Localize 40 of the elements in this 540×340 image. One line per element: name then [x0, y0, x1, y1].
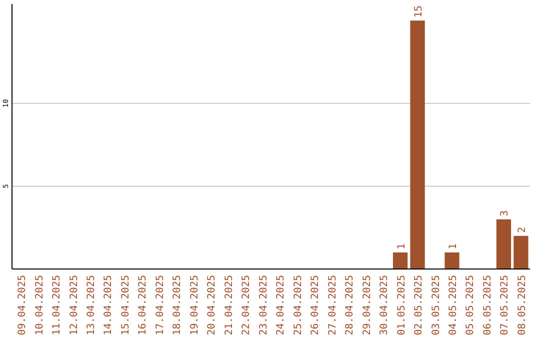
- x-tick-label: 07.05.2025: [500, 275, 511, 336]
- x-tick-label: 29.04.2025: [362, 275, 373, 336]
- x-tick-label: 11.04.2025: [52, 275, 63, 336]
- x-tick-label: 14.04.2025: [103, 275, 114, 336]
- data-label: 1: [396, 243, 408, 250]
- bar: [392, 252, 408, 269]
- data-label: 2: [516, 226, 528, 233]
- x-tick-label: 08.05.2025: [516, 275, 528, 336]
- x-tick-label: 26.04.2025: [310, 275, 322, 336]
- x-tick-label: 13.04.2025: [86, 275, 97, 336]
- data-label: 15: [414, 6, 425, 18]
- x-tick-label: 21.04.2025: [224, 275, 235, 336]
- x-tick-label: 23.04.2025: [258, 275, 270, 336]
- x-tick-label: 15.04.2025: [120, 275, 132, 336]
- x-tick-label: 03.05.2025: [430, 275, 442, 336]
- x-tick-label: 05.05.2025: [465, 275, 476, 336]
- x-tick-label: 18.04.2025: [172, 275, 184, 336]
- x-tick-label: 24.04.2025: [276, 275, 287, 336]
- data-label: 3: [500, 210, 511, 216]
- bar: [514, 236, 528, 269]
- x-tick-label: 19.04.2025: [189, 275, 200, 336]
- x-tick-label: 09.04.2025: [17, 275, 28, 336]
- x-tick-label: 06.05.2025: [482, 275, 494, 336]
- bar: [444, 252, 460, 269]
- data-label: 1: [448, 243, 459, 250]
- x-tick-label: 22.04.2025: [241, 275, 252, 336]
- x-tick-label: 02.05.2025: [414, 275, 425, 336]
- x-tick-label: 25.04.2025: [292, 275, 304, 336]
- x-tick-label: 12.04.2025: [68, 275, 80, 336]
- x-tick-label: 01.05.2025: [396, 275, 408, 336]
- x-tick-label: 10.04.2025: [34, 275, 46, 336]
- bar: [410, 20, 425, 269]
- x-tick-label: 17.04.2025: [154, 275, 166, 336]
- x-tick-label: 30.04.2025: [379, 275, 390, 336]
- bar: [496, 219, 512, 269]
- x-tick-label: 20.04.2025: [206, 275, 218, 336]
- x-tick-label: 04.05.2025: [448, 275, 459, 336]
- x-tick-label: 28.04.2025: [344, 275, 356, 336]
- x-tick-label: 16.04.2025: [138, 275, 149, 336]
- x-tick-label: 27.04.2025: [327, 275, 338, 336]
